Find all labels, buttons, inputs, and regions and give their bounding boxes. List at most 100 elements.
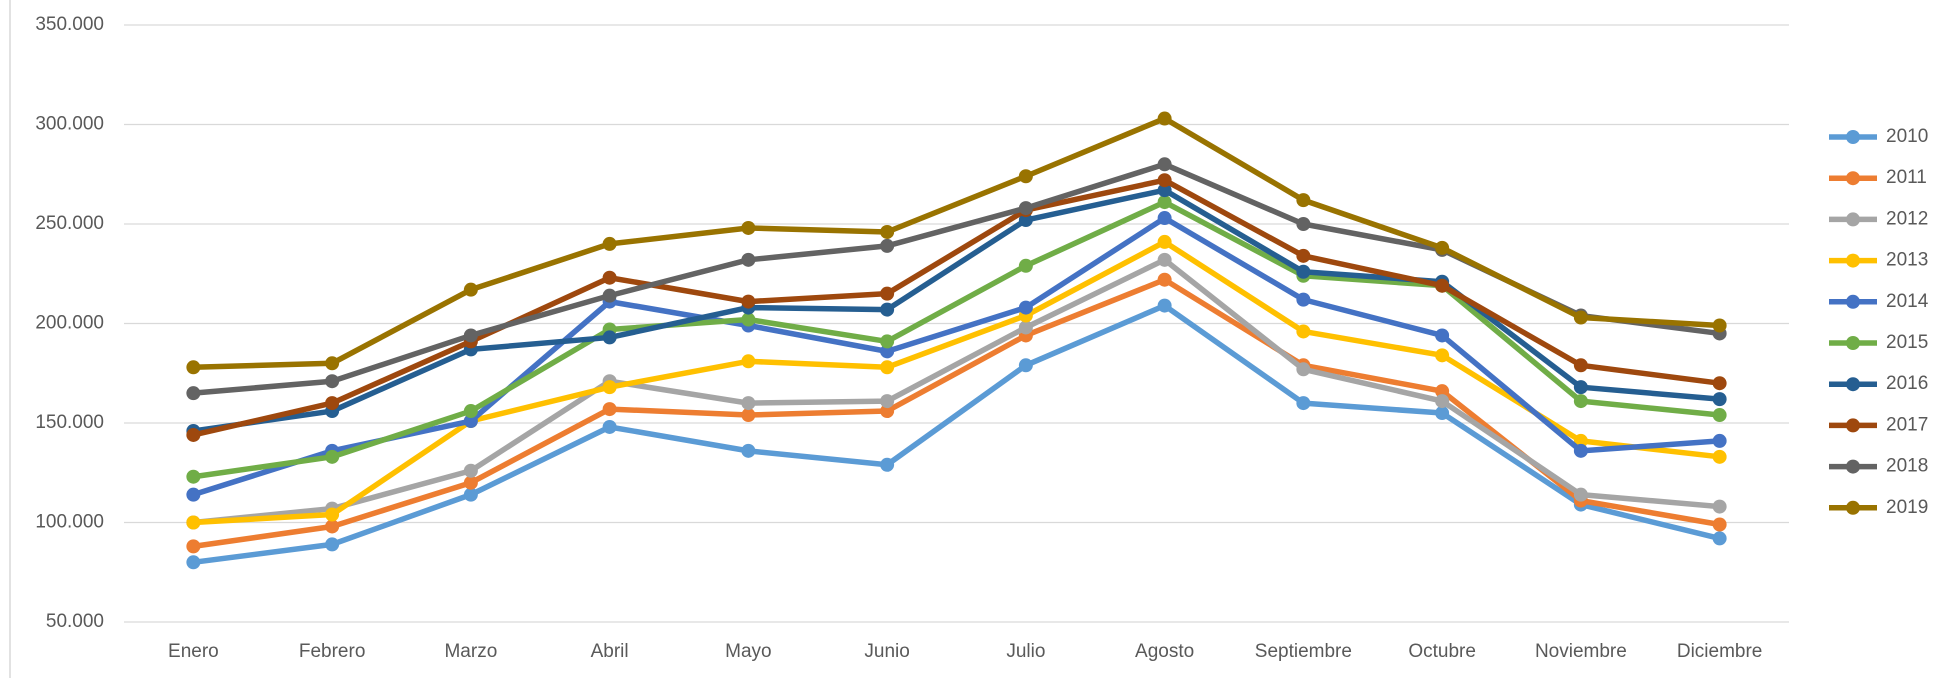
data-point (186, 555, 201, 570)
data-point (1712, 449, 1727, 464)
data-point (1296, 193, 1311, 208)
data-point (1157, 211, 1172, 226)
data-point (880, 302, 895, 317)
legend-label: 2013 (1886, 250, 1928, 271)
legend-label: 2014 (1886, 291, 1929, 312)
data-point (1573, 380, 1588, 395)
y-tick-label: 250.000 (35, 213, 104, 234)
series-line (192, 215, 1720, 498)
data-point (1296, 292, 1311, 307)
data-point (741, 252, 756, 267)
legend-label: 2011 (1886, 167, 1927, 188)
data-point (1573, 487, 1588, 502)
data-point (741, 443, 756, 458)
data-point (1712, 433, 1727, 448)
y-tick-label: 350.000 (35, 14, 104, 35)
y-tick-label: 100.000 (35, 512, 104, 533)
legend-label: 2016 (1886, 373, 1928, 394)
data-point (602, 419, 617, 434)
data-point (741, 312, 756, 327)
data-point (1435, 278, 1450, 293)
x-tick-label: Abril (591, 641, 629, 662)
legend-label: 2019 (1886, 497, 1928, 518)
legend-marker (1846, 336, 1860, 350)
data-point (880, 286, 895, 301)
series-line (193, 302, 1721, 566)
data-point (1018, 300, 1033, 315)
data-point (602, 288, 617, 303)
data-point (602, 330, 617, 345)
legend-marker (1846, 212, 1860, 227)
data-point (1157, 157, 1172, 172)
data-point (1435, 328, 1450, 343)
data-point (741, 396, 756, 411)
legend-marker (1846, 418, 1860, 433)
data-point (325, 449, 340, 464)
data-point (186, 539, 201, 554)
legend-marker (1846, 253, 1860, 268)
data-point (880, 334, 895, 349)
data-point (463, 414, 478, 429)
data-point (741, 294, 756, 309)
y-tick-label: 300.000 (35, 114, 104, 135)
data-point (325, 507, 340, 522)
data-point (463, 404, 478, 419)
x-tick-label: Enero (168, 641, 219, 662)
data-point (1296, 396, 1311, 411)
series-line (193, 161, 1720, 396)
data-point (1712, 408, 1727, 423)
x-tick-label: Diciembre (1677, 641, 1763, 662)
legend-marker (1846, 171, 1860, 186)
data-point (325, 519, 340, 534)
series-line (193, 115, 1720, 371)
data-point (1435, 240, 1450, 255)
legend-label: 2015 (1886, 332, 1928, 353)
legend-label: 2010 (1886, 126, 1928, 147)
data-point (186, 515, 201, 530)
data-point (1435, 394, 1450, 409)
data-point (1157, 298, 1172, 313)
data-point (1712, 517, 1727, 532)
data-point (1712, 499, 1727, 514)
data-point (1296, 324, 1311, 339)
data-point (602, 402, 617, 417)
data-point (325, 356, 340, 371)
data-point (1296, 248, 1311, 263)
legend-marker (1846, 500, 1860, 515)
data-point (463, 475, 478, 490)
data-point (1018, 213, 1033, 228)
data-point (1018, 201, 1033, 216)
data-point (1157, 195, 1172, 210)
x-tick-label: Septiembre (1255, 641, 1352, 662)
legend-label: 2017 (1886, 414, 1928, 435)
data-point (880, 404, 895, 419)
data-point (741, 354, 756, 369)
data-point (880, 224, 895, 239)
data-point (325, 537, 340, 552)
data-point (880, 344, 895, 359)
legend-marker (1846, 294, 1860, 309)
series-line (192, 276, 1721, 550)
data-point (1435, 384, 1450, 399)
data-point (1296, 264, 1311, 279)
legend-marker (1846, 459, 1860, 474)
x-tick-label: Junio (864, 641, 909, 662)
data-point (1157, 252, 1172, 267)
data-point (1712, 392, 1727, 407)
y-tick-label: 200.000 (35, 313, 104, 334)
data-point (186, 360, 201, 375)
x-tick-label: Marzo (444, 641, 497, 662)
data-point (1573, 310, 1588, 325)
data-point (186, 386, 201, 401)
data-point (1018, 358, 1033, 373)
x-tick-label: Febrero (299, 641, 366, 662)
data-point (602, 380, 617, 395)
data-point (741, 220, 756, 235)
data-point (1573, 358, 1588, 373)
data-point (1296, 217, 1311, 231)
data-point (1018, 169, 1033, 184)
data-point (463, 328, 478, 343)
data-point (463, 487, 478, 502)
data-point (463, 282, 478, 297)
y-tick-label: 50.000 (46, 611, 104, 632)
